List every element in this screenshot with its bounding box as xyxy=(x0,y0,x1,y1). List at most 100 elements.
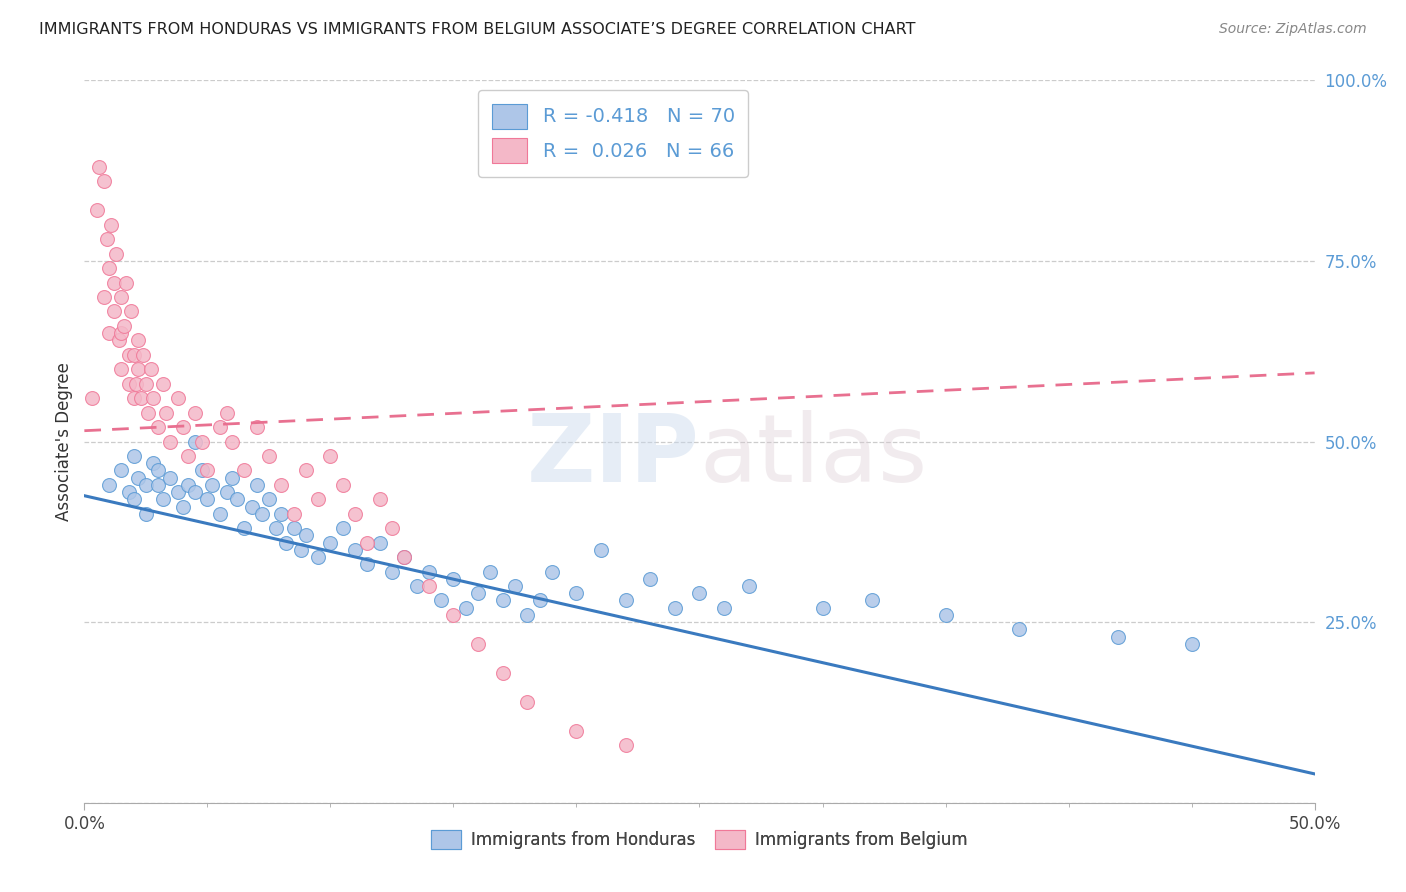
Point xyxy=(319,449,342,463)
Point xyxy=(516,607,538,622)
Point xyxy=(738,579,761,593)
Point xyxy=(152,492,174,507)
Point xyxy=(614,738,637,752)
Point xyxy=(139,362,162,376)
Point xyxy=(184,434,207,449)
Point xyxy=(295,463,318,477)
Point xyxy=(492,665,515,680)
Point xyxy=(110,290,132,304)
Point xyxy=(96,232,118,246)
Point xyxy=(356,535,378,549)
Point xyxy=(430,593,453,607)
Point xyxy=(225,492,249,507)
Point xyxy=(221,470,243,484)
Point xyxy=(86,203,108,218)
Point xyxy=(191,463,214,477)
Point xyxy=(115,276,138,290)
Point xyxy=(105,246,128,260)
Point xyxy=(332,521,354,535)
Point xyxy=(208,420,231,434)
Point xyxy=(129,391,152,405)
Point xyxy=(128,334,150,348)
Point xyxy=(381,521,404,535)
Point xyxy=(159,470,181,484)
Point xyxy=(122,391,145,405)
Point xyxy=(135,507,157,521)
Point xyxy=(138,406,160,420)
Legend: Immigrants from Honduras, Immigrants from Belgium: Immigrants from Honduras, Immigrants fro… xyxy=(425,823,974,856)
Point xyxy=(233,521,256,535)
Point xyxy=(118,376,141,391)
Point xyxy=(128,362,150,376)
Point xyxy=(418,579,440,593)
Point xyxy=(233,463,256,477)
Point xyxy=(197,492,219,507)
Point xyxy=(246,478,269,492)
Point xyxy=(283,521,305,535)
Point xyxy=(98,478,120,492)
Point xyxy=(368,492,391,507)
Point xyxy=(266,521,288,535)
Point xyxy=(172,420,194,434)
Point xyxy=(257,449,280,463)
Point xyxy=(713,600,735,615)
Point xyxy=(257,492,280,507)
Point xyxy=(110,463,132,477)
Point xyxy=(197,463,219,477)
Point xyxy=(125,376,148,391)
Text: Source: ZipAtlas.com: Source: ZipAtlas.com xyxy=(1219,22,1367,37)
Point xyxy=(467,637,489,651)
Point xyxy=(120,304,142,318)
Point xyxy=(155,406,177,420)
Point xyxy=(935,607,957,622)
Point xyxy=(368,535,391,549)
Point xyxy=(148,478,170,492)
Point xyxy=(467,586,489,600)
Point xyxy=(614,593,637,607)
Point xyxy=(110,326,132,340)
Point xyxy=(1107,630,1129,644)
Point xyxy=(108,334,131,348)
Point xyxy=(122,449,145,463)
Point xyxy=(93,174,115,188)
Point xyxy=(177,478,200,492)
Point xyxy=(240,500,263,514)
Point xyxy=(103,304,125,318)
Point xyxy=(159,434,181,449)
Point xyxy=(217,406,239,420)
Point xyxy=(640,572,662,586)
Text: atlas: atlas xyxy=(700,410,928,502)
Point xyxy=(381,565,404,579)
Point xyxy=(132,348,155,362)
Point xyxy=(307,550,329,565)
Point xyxy=(319,535,342,549)
Point xyxy=(217,485,239,500)
Point xyxy=(118,348,141,362)
Point xyxy=(503,579,526,593)
Point xyxy=(93,290,115,304)
Point xyxy=(80,391,103,405)
Point xyxy=(479,565,502,579)
Point xyxy=(565,586,588,600)
Point xyxy=(184,406,207,420)
Point xyxy=(270,478,292,492)
Point xyxy=(166,485,188,500)
Point xyxy=(148,420,170,434)
Point xyxy=(332,478,354,492)
Point xyxy=(122,348,145,362)
Point xyxy=(307,492,329,507)
Text: ZIP: ZIP xyxy=(527,410,700,502)
Point xyxy=(454,600,477,615)
Point xyxy=(122,492,145,507)
Point xyxy=(112,318,135,333)
Point xyxy=(344,507,367,521)
Point xyxy=(344,542,367,557)
Point xyxy=(394,550,416,565)
Point xyxy=(443,607,465,622)
Point xyxy=(135,376,157,391)
Point xyxy=(148,463,170,477)
Point xyxy=(290,542,312,557)
Point xyxy=(1008,623,1031,637)
Point xyxy=(166,391,188,405)
Point xyxy=(270,507,292,521)
